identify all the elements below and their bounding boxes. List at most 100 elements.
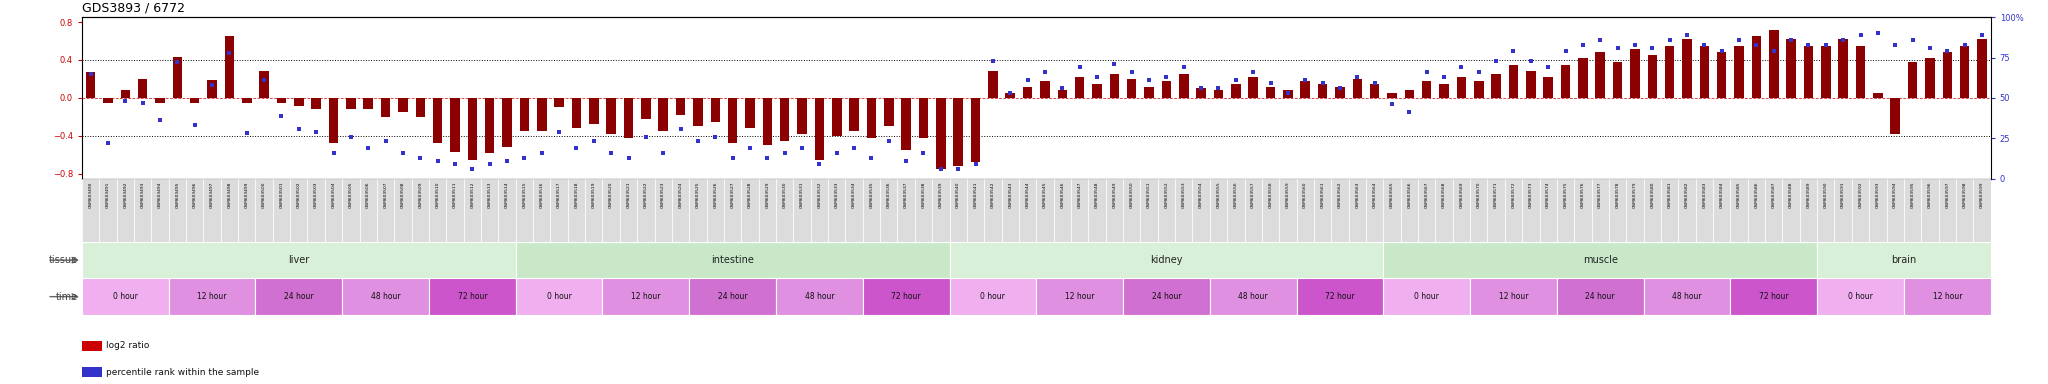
Text: 48 hour: 48 hour — [1239, 292, 1268, 301]
Point — [1948, 41, 1980, 48]
Text: 12 hour: 12 hour — [631, 292, 662, 301]
Point — [1671, 32, 1704, 38]
Point — [457, 166, 489, 172]
Point — [1237, 69, 1270, 75]
Bar — [1040, 81, 1051, 98]
Point — [786, 145, 819, 151]
Bar — [885, 98, 893, 126]
Text: GSM603523: GSM603523 — [662, 182, 666, 208]
Point — [1810, 41, 1843, 48]
Bar — [590, 98, 598, 124]
Bar — [1006, 93, 1016, 98]
Bar — [1176, 179, 1192, 242]
Text: GDS3893 / 6772: GDS3893 / 6772 — [82, 2, 184, 15]
Text: 0 hour: 0 hour — [547, 292, 571, 301]
Bar — [1731, 179, 1747, 242]
Bar — [1210, 179, 1227, 242]
Text: GSM603525: GSM603525 — [696, 182, 700, 209]
Text: GSM603518: GSM603518 — [573, 182, 578, 208]
Bar — [516, 278, 602, 315]
Bar — [1595, 52, 1606, 98]
Point — [369, 138, 401, 144]
Bar — [567, 179, 586, 242]
Bar — [342, 278, 428, 315]
Text: GSM603529: GSM603529 — [766, 182, 770, 208]
Bar — [1544, 77, 1552, 98]
Point — [1583, 37, 1616, 43]
Point — [1792, 41, 1825, 48]
Bar — [1786, 39, 1796, 98]
Bar — [555, 98, 563, 108]
Bar — [1817, 242, 1991, 278]
Bar — [225, 36, 233, 98]
Point — [1116, 69, 1149, 75]
Text: 48 hour: 48 hour — [371, 292, 401, 301]
Point — [1323, 85, 1356, 91]
Point — [127, 100, 160, 106]
Point — [1862, 30, 1894, 36]
Bar — [1421, 81, 1432, 98]
Text: GSM603594: GSM603594 — [1892, 182, 1896, 208]
Bar — [256, 179, 272, 242]
Bar — [1210, 278, 1296, 315]
Bar — [428, 179, 446, 242]
Point — [162, 60, 195, 66]
Text: GSM603494: GSM603494 — [158, 182, 162, 208]
Bar — [98, 179, 117, 242]
Text: GSM603586: GSM603586 — [1755, 182, 1759, 208]
Text: GSM603562: GSM603562 — [1337, 182, 1341, 208]
Bar — [446, 179, 463, 242]
Bar — [936, 98, 946, 169]
Text: 0 hour: 0 hour — [113, 292, 137, 301]
Bar — [1614, 62, 1622, 98]
Text: GSM603598: GSM603598 — [1962, 182, 1966, 208]
Bar — [571, 98, 582, 128]
Bar — [641, 98, 651, 119]
Point — [387, 150, 420, 156]
Text: GSM603552: GSM603552 — [1165, 182, 1169, 209]
Bar — [203, 179, 221, 242]
Point — [1272, 90, 1305, 96]
Text: GSM603572: GSM603572 — [1511, 182, 1516, 208]
Bar — [1249, 77, 1257, 98]
Text: 12 hour: 12 hour — [1933, 292, 1962, 301]
Bar — [498, 179, 516, 242]
Bar — [1956, 179, 1974, 242]
Text: GSM603536: GSM603536 — [887, 182, 891, 208]
Text: GSM603553: GSM603553 — [1182, 182, 1186, 209]
Point — [1288, 77, 1321, 83]
Bar — [242, 98, 252, 103]
Text: liver: liver — [289, 255, 309, 265]
Bar — [260, 71, 268, 98]
Bar — [1626, 179, 1645, 242]
Text: GSM603574: GSM603574 — [1546, 182, 1550, 208]
Bar — [1855, 46, 1866, 98]
Bar — [967, 179, 985, 242]
Point — [856, 154, 889, 161]
Text: GSM603550: GSM603550 — [1130, 182, 1135, 209]
Bar — [897, 179, 915, 242]
Text: GSM603515: GSM603515 — [522, 182, 526, 209]
Text: GSM603585: GSM603585 — [1737, 182, 1741, 209]
Text: GSM603571: GSM603571 — [1495, 182, 1499, 208]
Point — [229, 130, 262, 136]
Bar — [776, 278, 862, 315]
Text: GSM603558: GSM603558 — [1268, 182, 1272, 209]
Bar — [1001, 179, 1020, 242]
Text: 72 hour: 72 hour — [891, 292, 922, 301]
Bar — [1382, 242, 1817, 278]
Point — [594, 150, 627, 156]
Bar — [1735, 46, 1743, 98]
Point — [838, 145, 870, 151]
Bar — [1942, 52, 1952, 98]
Bar — [1470, 278, 1556, 315]
Text: 24 hour: 24 hour — [717, 292, 748, 301]
Point — [1307, 80, 1339, 86]
Bar — [985, 179, 1001, 242]
Bar — [1645, 278, 1731, 315]
Text: GSM603573: GSM603573 — [1528, 182, 1532, 208]
Point — [334, 134, 367, 140]
Bar — [866, 98, 877, 138]
Point — [907, 150, 940, 156]
Point — [1548, 48, 1581, 54]
